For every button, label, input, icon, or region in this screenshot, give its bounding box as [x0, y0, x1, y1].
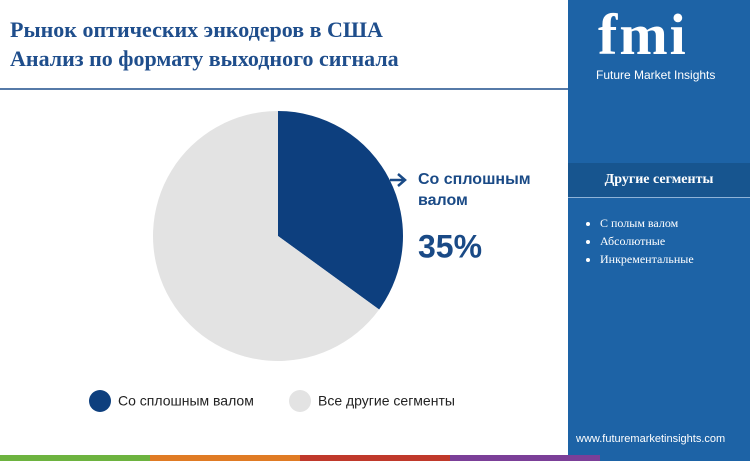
chart: Рынок оптических энкодеров в США Анализ …: [0, 17, 568, 412]
segment-item: Инкрементальные: [600, 250, 694, 268]
value-label: 35%: [418, 228, 482, 264]
pie-slice: [278, 111, 404, 310]
segments-heading: Другие сегменты: [568, 163, 750, 198]
legend-label: Со сплошным валом: [118, 393, 254, 409]
legend-swatch: [89, 390, 111, 412]
segment-item: Абсолютные: [600, 232, 694, 250]
segment-item: С полым валом: [600, 214, 694, 232]
chart-subtitle: Анализ по формату выходного сигнала: [10, 46, 399, 71]
callout-arrow: [390, 173, 407, 187]
legend-label: Все другие сегменты: [318, 393, 455, 409]
pie: [152, 111, 404, 361]
segments-list: С полым валомАбсолютныеИнкрементальные: [582, 214, 694, 268]
logo: fmi: [598, 2, 688, 67]
brand-name: Future Market Insights: [596, 68, 716, 82]
website: www.futuremarketinsights.com: [576, 433, 726, 445]
pie-slice: [152, 111, 380, 361]
color-stripe: [0, 455, 750, 461]
legend: Со сплошным валом Все другие сегменты: [89, 390, 455, 412]
callout-label: Со сплошным валом: [418, 171, 531, 209]
sidebar: fmi Future Market Insights Другие сегмен…: [568, 0, 750, 455]
chart-title: Рынок оптических энкодеров в США: [10, 17, 383, 42]
legend-swatch: [289, 390, 311, 412]
